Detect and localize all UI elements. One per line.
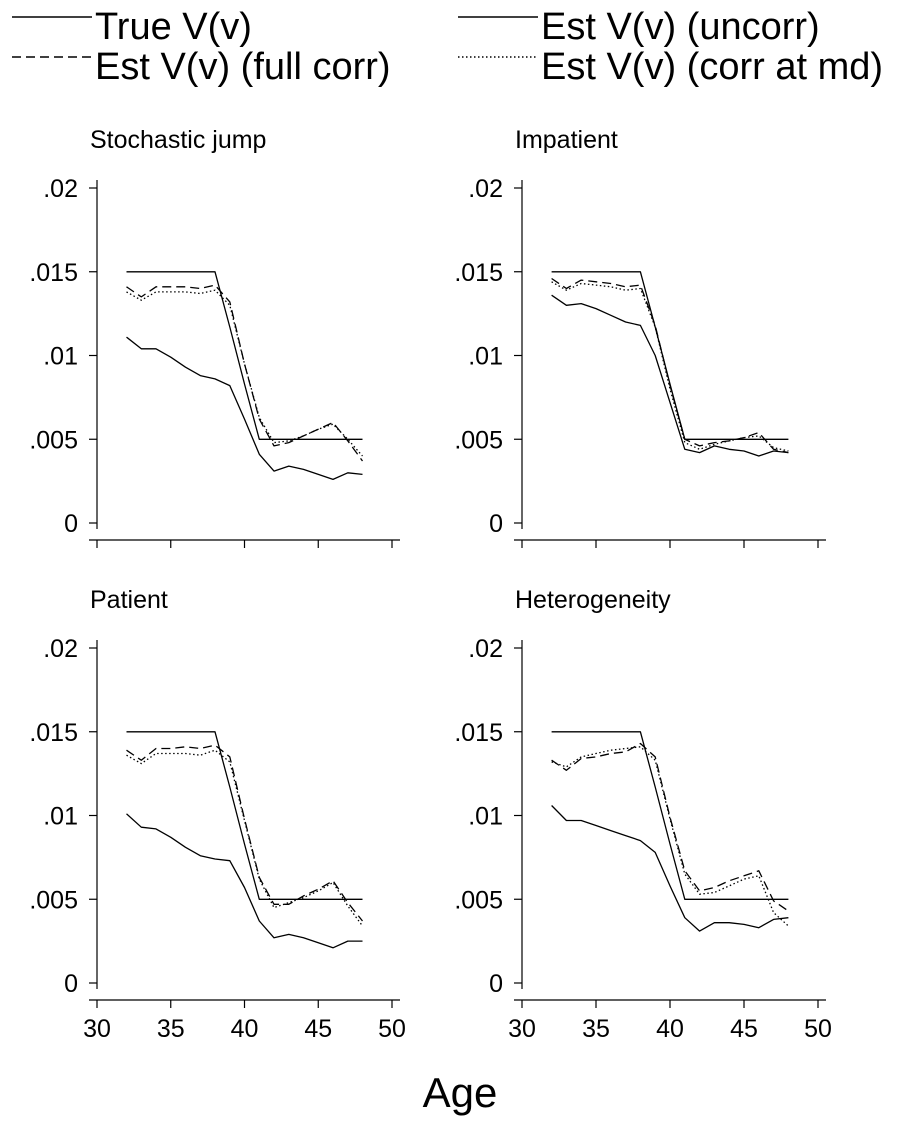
- series-line-heterogeneity-est-v-v-corr-at-md: [551, 746, 789, 927]
- panel-stochastic-jump: Stochastic jump 0 .005 .01 .015 .02: [29, 126, 400, 548]
- x-tick-label-patient-2: 40: [231, 1015, 259, 1043]
- series-line-stochastic-jump-true-v-v: [126, 271, 363, 440]
- series-line-patient-est-v-v-full-corr: [126, 744, 364, 922]
- x-tick-label-heterogeneity-2: 40: [656, 1015, 684, 1043]
- panel-impatient: Impatient 0 .005 .01 .015 .02: [454, 126, 826, 548]
- y-tick-label-heterogeneity-0: 0: [489, 970, 503, 998]
- panel-heterogeneity: Heterogeneity 0 .005 .01 .015 .02 30 35 40 45 50: [454, 586, 832, 1043]
- x-tick-label-heterogeneity-3: 45: [730, 1015, 758, 1043]
- y-tick-label-patient-2: .01: [43, 803, 78, 831]
- y-tick-label-impatient-3: .015: [454, 259, 503, 287]
- y-tick-label-stochastic-jump-0: 0: [64, 510, 78, 538]
- legend-label-4: Est V(v) (corr at md): [541, 46, 883, 88]
- y-tick-label-patient-1: .005: [29, 886, 78, 914]
- series-line-patient-est-v-v-uncorr: [126, 813, 363, 949]
- y-tick-label-impatient-0: 0: [489, 510, 503, 538]
- x-tick-label-patient-0: 30: [83, 1015, 111, 1043]
- panels: Stochastic jump 0 .005 .01 .015 .02 Impatient 0…: [29, 126, 832, 1043]
- legend-label-2: Est V(v) (uncorr): [541, 6, 820, 48]
- x-tick-label-patient-4: 50: [378, 1015, 406, 1043]
- y-tick-label-impatient-1: .005: [454, 426, 503, 454]
- series-line-heterogeneity-true-v-v: [551, 731, 789, 900]
- legend-label-1: True V(v): [95, 6, 252, 48]
- panel-title-patient: Patient: [90, 586, 168, 614]
- y-tick-label-patient-0: 0: [64, 970, 78, 998]
- y-tick-label-heterogeneity-3: .015: [454, 719, 503, 747]
- x-tick-label-heterogeneity-4: 50: [804, 1015, 832, 1043]
- panel-title-heterogeneity: Heterogeneity: [515, 586, 671, 614]
- series-line-impatient-est-v-v-corr-at-md: [551, 281, 789, 452]
- panel-title-stochastic-jump: Stochastic jump: [90, 126, 266, 154]
- series-line-impatient-est-v-v-uncorr: [551, 294, 789, 457]
- series-line-patient-true-v-v: [126, 731, 363, 900]
- y-tick-label-stochastic-jump-1: .005: [29, 426, 78, 454]
- series-line-stochastic-jump-est-v-v-uncorr: [126, 336, 363, 481]
- legend: True V(v) Est V(v) (uncorr) Est V(v) (full…: [12, 6, 883, 88]
- series-line-stochastic-jump-est-v-v-corr-at-md: [126, 289, 363, 457]
- y-tick-label-impatient-2: .01: [468, 343, 503, 371]
- y-tick-label-stochastic-jump-2: .01: [43, 343, 78, 371]
- y-tick-label-heterogeneity-2: .01: [468, 803, 503, 831]
- series-line-heterogeneity-est-v-v-full-corr: [551, 742, 789, 912]
- y-tick-label-heterogeneity-4: .02: [468, 635, 503, 663]
- x-tick-label-patient-3: 45: [304, 1015, 332, 1043]
- y-tick-label-patient-3: .015: [29, 719, 78, 747]
- y-tick-label-stochastic-jump-4: .02: [43, 175, 78, 203]
- x-tick-label-patient-1: 35: [157, 1015, 185, 1043]
- series-line-impatient-true-v-v: [551, 271, 789, 440]
- x-tick-label-heterogeneity-0: 30: [508, 1015, 536, 1043]
- x-tick-label-heterogeneity-1: 35: [582, 1015, 610, 1043]
- y-tick-label-stochastic-jump-3: .015: [29, 259, 78, 287]
- y-tick-label-heterogeneity-1: .005: [454, 886, 503, 914]
- panel-patient: Patient 0 .005 .01 .015 .02 30 35 40 45 50: [29, 586, 406, 1043]
- y-tick-label-impatient-4: .02: [468, 175, 503, 203]
- y-tick-label-patient-4: .02: [43, 635, 78, 663]
- panel-title-impatient: Impatient: [515, 126, 618, 154]
- series-line-heterogeneity-est-v-v-uncorr: [551, 805, 789, 932]
- series-line-stochastic-jump-est-v-v-full-corr: [126, 284, 364, 462]
- series-line-impatient-est-v-v-full-corr: [551, 277, 789, 454]
- legend-label-3: Est V(v) (full corr): [95, 46, 391, 88]
- x-axis-label: Age: [423, 1069, 498, 1116]
- series-line-patient-est-v-v-corr-at-md: [126, 749, 364, 927]
